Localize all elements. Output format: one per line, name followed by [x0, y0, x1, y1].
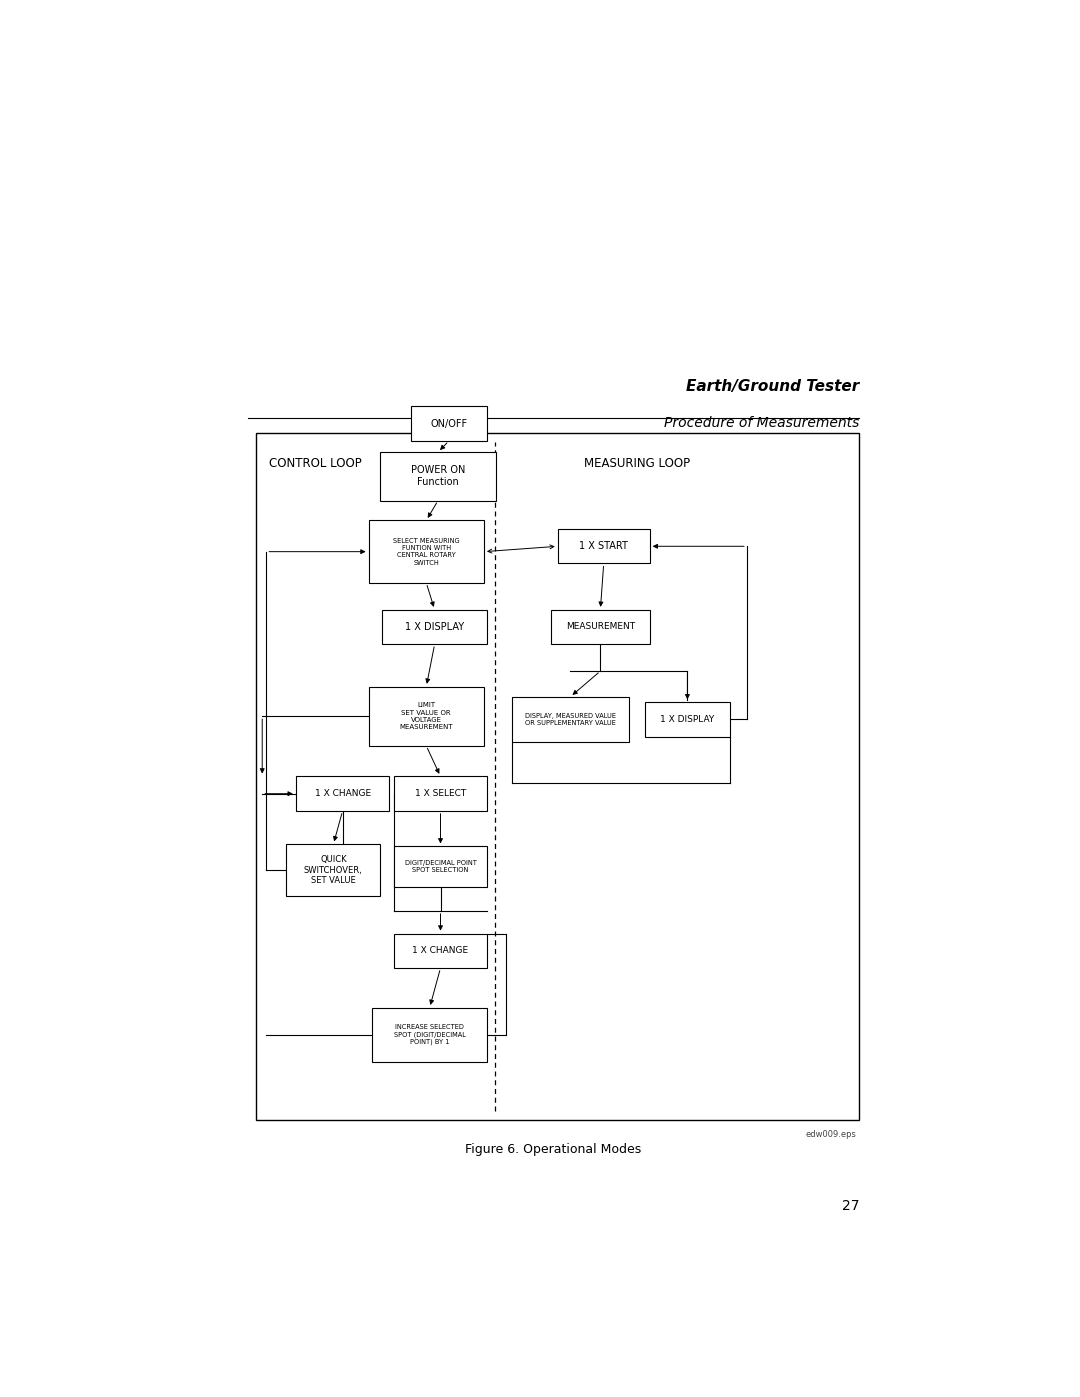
- FancyBboxPatch shape: [380, 453, 496, 500]
- Text: Earth/Ground Tester: Earth/Ground Tester: [686, 379, 859, 394]
- Text: 1 X CHANGE: 1 X CHANGE: [314, 789, 370, 798]
- FancyBboxPatch shape: [551, 609, 650, 644]
- Text: POWER ON
Function: POWER ON Function: [410, 465, 465, 488]
- Text: Procedure of Measurements: Procedure of Measurements: [663, 416, 859, 430]
- Text: DIGIT/DECIMAL POINT
SPOT SELECTION: DIGIT/DECIMAL POINT SPOT SELECTION: [405, 861, 476, 873]
- FancyBboxPatch shape: [368, 687, 484, 746]
- FancyBboxPatch shape: [382, 609, 487, 644]
- FancyBboxPatch shape: [393, 933, 487, 968]
- Text: DISPLAY, MEASURED VALUE
OR SUPPLEMENTARY VALUE: DISPLAY, MEASURED VALUE OR SUPPLEMENTARY…: [525, 712, 616, 726]
- FancyBboxPatch shape: [296, 777, 390, 810]
- Text: 27: 27: [841, 1199, 859, 1213]
- FancyBboxPatch shape: [393, 777, 487, 810]
- Text: 1 X CHANGE: 1 X CHANGE: [413, 946, 469, 956]
- Text: 1 X DISPLAY: 1 X DISPLAY: [660, 715, 715, 724]
- Text: Figure 6. Operational Modes: Figure 6. Operational Modes: [465, 1143, 642, 1157]
- FancyBboxPatch shape: [368, 521, 484, 583]
- Text: LIMIT
SET VALUE OR
VOLTAGE
MEASUREMENT: LIMIT SET VALUE OR VOLTAGE MEASUREMENT: [400, 703, 454, 731]
- FancyBboxPatch shape: [256, 433, 859, 1119]
- FancyBboxPatch shape: [512, 697, 629, 742]
- Text: QUICK
SWITCHOVER,
SET VALUE: QUICK SWITCHOVER, SET VALUE: [303, 855, 363, 886]
- Text: CONTROL LOOP: CONTROL LOOP: [269, 457, 362, 469]
- FancyBboxPatch shape: [372, 1007, 487, 1062]
- Text: MEASUREMENT: MEASUREMENT: [566, 623, 635, 631]
- Text: SELECT MEASURING
FUNTION WITH
CENTRAL ROTARY
SWITCH: SELECT MEASURING FUNTION WITH CENTRAL RO…: [393, 538, 460, 566]
- Text: 1 X SELECT: 1 X SELECT: [415, 789, 467, 798]
- FancyBboxPatch shape: [411, 407, 486, 441]
- Text: INCREASE SELECTED
SPOT (DIGIT/DECIMAL
POINT) BY 1: INCREASE SELECTED SPOT (DIGIT/DECIMAL PO…: [394, 1024, 465, 1045]
- Text: MEASURING LOOP: MEASURING LOOP: [584, 457, 690, 469]
- FancyBboxPatch shape: [557, 529, 650, 563]
- Text: ON/OFF: ON/OFF: [430, 419, 468, 429]
- Text: 1 X DISPLAY: 1 X DISPLAY: [405, 622, 464, 631]
- FancyBboxPatch shape: [393, 847, 487, 887]
- Text: edw009.eps: edw009.eps: [806, 1130, 856, 1140]
- FancyBboxPatch shape: [286, 844, 380, 895]
- FancyBboxPatch shape: [645, 703, 730, 736]
- Text: 1 X START: 1 X START: [579, 541, 629, 552]
